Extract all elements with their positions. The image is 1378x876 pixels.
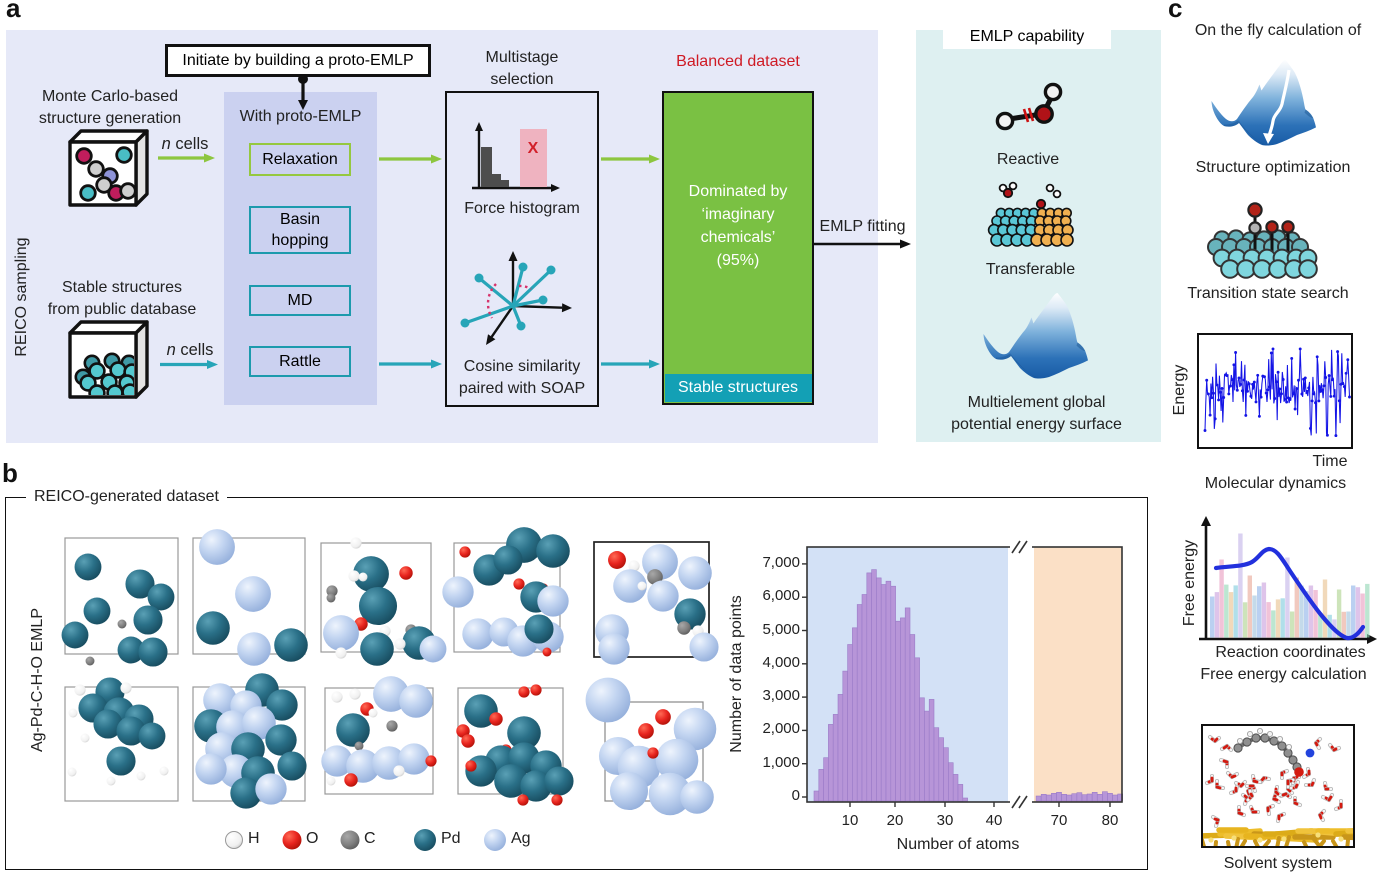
svg-text:X: X: [528, 140, 539, 157]
